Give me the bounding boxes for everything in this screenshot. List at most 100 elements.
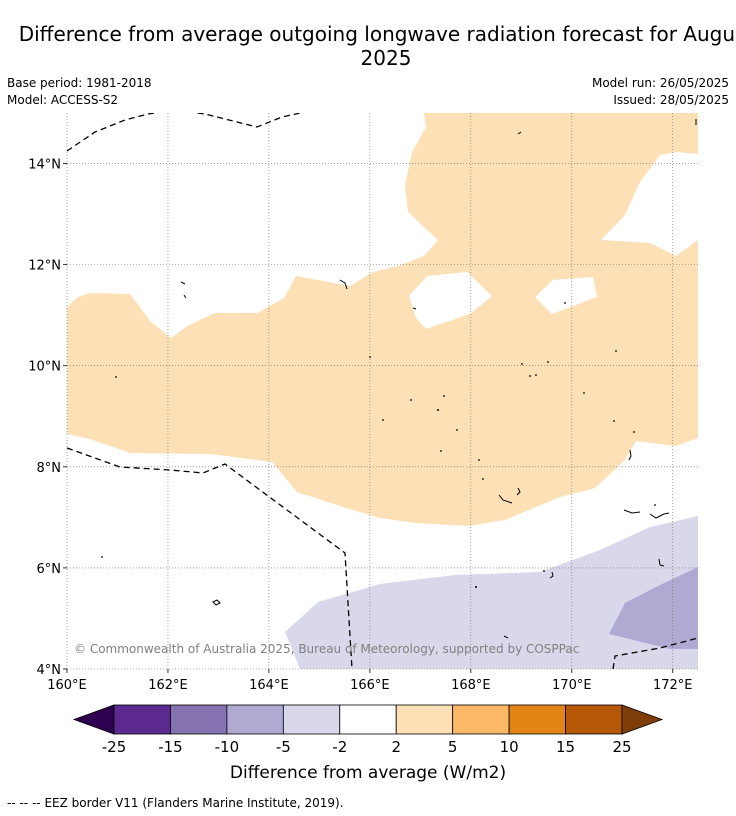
island (369, 356, 371, 358)
island (564, 302, 566, 304)
colorbar-segment (282, 704, 341, 735)
longitude-tick-label: 166°E (350, 678, 390, 693)
latitude-tick-label: 14°N (28, 158, 61, 173)
colorbar-tick-label: -15 (158, 738, 183, 756)
colorbar-segment (395, 704, 454, 735)
island (633, 431, 635, 433)
island (654, 504, 656, 506)
model-name: Model: ACCESS-S2 (7, 93, 119, 107)
eez-legend-marker: -- -- -- (7, 796, 41, 810)
run-info: Model run: 26/05/2025 Issued: 28/05/2025 (592, 75, 729, 109)
model-run: Model run: 26/05/2025 (591, 76, 729, 90)
eez-borders (67, 113, 698, 669)
longitude-tick-label: 170°E (552, 678, 592, 693)
colorbar-tick-label: -25 (102, 738, 127, 756)
island (180, 281, 186, 285)
anomaly-hole-east (535, 277, 597, 314)
island (410, 399, 412, 401)
island (482, 478, 484, 480)
longitude-tick-label: 162°E (148, 678, 188, 693)
island (623, 509, 641, 514)
colorbar-tick-label: 2 (391, 738, 401, 756)
island (549, 571, 554, 579)
island (382, 419, 384, 421)
island (440, 450, 442, 452)
colorbar-segment (226, 704, 284, 735)
map-title: Difference from average outgoing longwav… (18, 22, 736, 70)
island (615, 350, 617, 352)
island (115, 376, 117, 378)
latitude-tick-label: 4°N (37, 663, 62, 678)
eez-legend-text: EEZ border V11 (Flanders Marine Institut… (44, 796, 344, 810)
anomaly-hole-west (409, 272, 492, 329)
longitude-labels: 160°E 162°E 164°E 166°E 168°E 170°E 172°E (47, 678, 692, 693)
issued-date: Issued: 28/05/2025 (613, 93, 729, 107)
island (437, 409, 439, 411)
latitude-labels: 4°N 6°N 8°N 10°N 12°N 14°N (28, 158, 61, 678)
anomaly-region-negative-mid (609, 567, 698, 649)
colorbar-segment (113, 704, 171, 735)
island (212, 599, 221, 606)
island-outlines (180, 119, 697, 639)
latitude-tick-label: 6°N (37, 562, 62, 577)
colorbar (72, 704, 664, 735)
island (516, 487, 521, 496)
colorbar-segment (508, 704, 566, 735)
island (543, 570, 545, 572)
axis-ticks (63, 163, 674, 673)
colorbar-tick-label: -5 (276, 738, 291, 756)
island (628, 449, 632, 461)
island (101, 556, 103, 558)
island (529, 375, 531, 377)
colorbar-segment (170, 704, 228, 735)
island (649, 512, 670, 519)
longitude-tick-label: 160°E (47, 678, 87, 693)
colorbar-label: Difference from average (W/m2) (230, 763, 506, 783)
island (535, 374, 537, 376)
island (583, 392, 585, 394)
copyright-notice: © Commonwealth of Australia 2025, Bureau… (74, 642, 579, 656)
eez-border-north (67, 113, 304, 152)
island (339, 279, 348, 290)
colorbar-segment (452, 704, 510, 735)
eez-legend: -- -- -- EEZ border V11 (Flanders Marine… (7, 796, 344, 810)
longitude-tick-label: 172°E (653, 678, 693, 693)
island (521, 363, 523, 365)
colorbar-tick-label: 10 (500, 738, 519, 756)
longitude-tick-label: 164°E (249, 678, 289, 693)
anomaly-field (67, 113, 698, 669)
island (412, 307, 417, 310)
colorbar-tick-label: 15 (556, 738, 575, 756)
island (547, 361, 549, 363)
island (613, 420, 615, 422)
base-period: Base period: 1981-2018 (7, 76, 152, 90)
colorbar-over-arrow (621, 704, 664, 735)
gridlines (66, 113, 698, 670)
island (503, 635, 509, 639)
colorbar-under-arrow (72, 704, 115, 735)
latitude-tick-label: 8°N (37, 461, 62, 476)
latitude-tick-label: 12°N (28, 259, 61, 274)
island (443, 395, 445, 397)
eez-border-south (67, 447, 353, 669)
island (517, 131, 522, 135)
anomaly-region-positive (67, 113, 698, 526)
island (658, 558, 665, 567)
island (183, 294, 187, 299)
longitude-tick-label: 168°E (451, 678, 491, 693)
island (456, 429, 458, 431)
island (475, 586, 477, 588)
colorbar-tick-label: -10 (215, 738, 240, 756)
latitude-tick-label: 10°N (28, 360, 61, 375)
island (478, 459, 480, 461)
colorbar-segment (339, 704, 397, 735)
model-info: Base period: 1981-2018 Model: ACCESS-S2 (7, 75, 152, 109)
anomaly-region-negative-light (285, 516, 698, 669)
colorbar-tick-label: 5 (448, 738, 458, 756)
colorbar-segment (565, 704, 623, 735)
colorbar-tick-label: 25 (612, 738, 631, 756)
colorbar-tick-label: -2 (332, 738, 347, 756)
island-dots (101, 302, 656, 588)
island (498, 494, 513, 504)
